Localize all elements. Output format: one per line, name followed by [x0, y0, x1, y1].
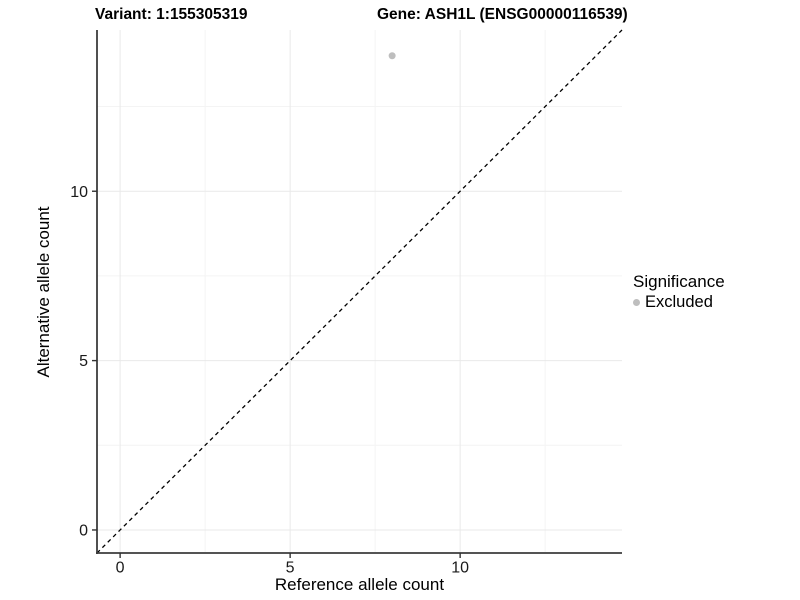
x-axis-title: Reference allele count	[274, 575, 445, 594]
legend-item-label: Excluded	[645, 293, 713, 311]
legend-point-icon	[633, 299, 640, 306]
plot-title-variant: Variant: 1:155305319	[95, 6, 248, 23]
x-tick-label: 0	[116, 560, 125, 577]
y-axis-title: Alternative allele count	[34, 206, 53, 378]
legend-item-excluded: Excluded	[633, 293, 725, 312]
plot-title-gene: Gene: ASH1L (ENSG00000116539)	[377, 6, 628, 23]
x-tick-label: 10	[451, 560, 469, 577]
legend: Significance Excluded	[633, 271, 725, 312]
identity-dashed-line	[96, 29, 623, 554]
x-tick-label: 5	[286, 560, 295, 577]
y-tick-label: 5	[79, 353, 88, 370]
y-tick-label: 0	[79, 523, 88, 540]
legend-title: Significance	[633, 272, 725, 291]
data-point	[388, 52, 396, 60]
y-tick-label: 10	[70, 184, 88, 201]
